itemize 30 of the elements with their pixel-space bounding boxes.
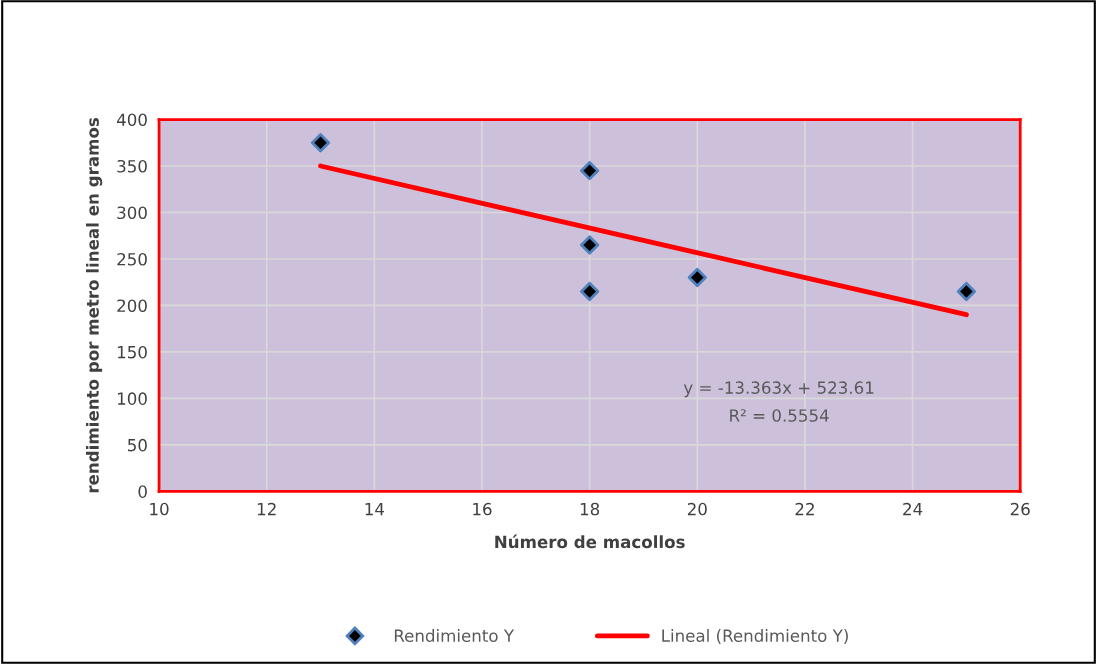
annotation: y = -13.363x + 523.61 [683,381,874,398]
y-tick-label: 250 [117,252,147,266]
x-tick-label: 16 [473,502,492,516]
y-tick-label: 100 [117,392,147,405]
y-tick-label: 0 [138,485,147,498]
x-tick-label: 18 [580,502,600,516]
annotation: R² = 0.5554 [730,409,829,422]
x-tick-label: 14 [365,502,385,516]
point [310,133,331,153]
y-tick-label: 200 [117,299,147,313]
point [580,281,600,302]
point [687,267,707,288]
y-tick-label: 400 [116,113,147,127]
y-tick-label: 300 [117,206,147,220]
y-axis-title: rendimiento por metro lineal en gramos [85,117,103,493]
y-tick-label: 350 [117,159,147,173]
legend-label: Lineal (Rendimiento Y) [662,629,848,644]
point [580,235,600,255]
x-tick-label: 10 [150,502,169,516]
point [580,161,600,181]
legend-label: Rendimiento Y [394,629,515,642]
x-tick-label: 20 [687,502,707,516]
x-axis-title: Número de macollos [495,534,685,549]
x-tick-label: 26 [1010,502,1030,516]
x-tick-label: 22 [795,502,814,516]
x-tick-label: 12 [257,502,276,516]
point [956,281,976,302]
y-tick-label: 50 [128,438,147,452]
y-tick-label: 150 [117,345,147,359]
x-tick-label: 24 [903,502,923,516]
